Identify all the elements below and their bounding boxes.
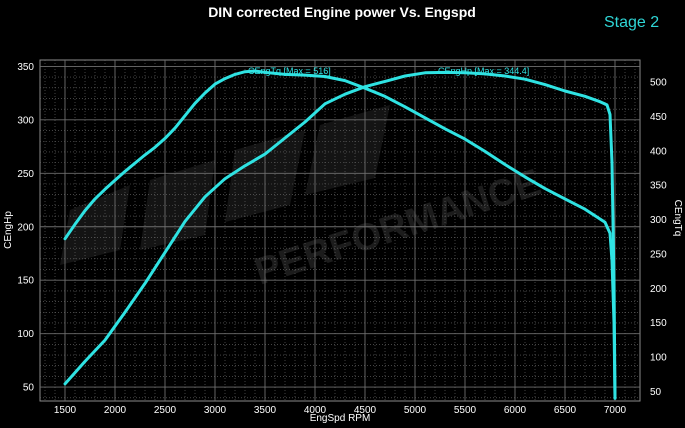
y-left-tick-label: 100 (17, 329, 34, 340)
y-left-axis-label: CEngHp (3, 211, 14, 249)
y-left-tick-label: 200 (17, 222, 34, 233)
x-tick-label: 3500 (254, 405, 277, 416)
series-line-cengtq (63, 69, 617, 400)
series (63, 69, 617, 400)
y-right-tick-label: 500 (650, 78, 667, 89)
x-tick-label: 6500 (554, 405, 577, 416)
y-left-tick-label: 150 (17, 276, 34, 287)
x-tick-label: 5500 (454, 405, 477, 416)
y-left-tick-label: 250 (17, 169, 34, 180)
x-tick-label: 6000 (504, 405, 527, 416)
y-left-tick-label: 300 (17, 115, 34, 126)
y-right-tick-label: 50 (650, 387, 662, 398)
x-tick-label: 4000 (304, 405, 327, 416)
watermark-logo: PERFORMANCE (60, 105, 546, 294)
y-right-tick-label: 200 (650, 284, 667, 295)
y-right-tick-label: 350 (650, 181, 667, 192)
y-right-axis-ticks: 50 100 150 200 250 300 350 400 450 500 (650, 78, 667, 398)
y-right-tick-label: 300 (650, 215, 667, 226)
x-tick-label: 2500 (154, 405, 177, 416)
y-left-tick-label: 350 (17, 62, 34, 73)
x-tick-label: 7000 (604, 405, 627, 416)
chart-title: DIN corrected Engine power Vs. Engspd (208, 4, 476, 20)
grid (40, 60, 640, 401)
stage-badge: Stage 2 (604, 14, 659, 31)
x-tick-label: 4500 (354, 405, 377, 416)
x-axis-label: EngSpd RPM (310, 413, 371, 424)
x-tick-label: 5000 (404, 405, 427, 416)
series-label-cenghp: CEngHp [Max = 344.4] (438, 66, 529, 76)
x-tick-label: 3000 (204, 405, 227, 416)
y-left-tick-label: 50 (23, 383, 35, 394)
y-right-axis-label: CEngTq (672, 200, 683, 237)
y-right-tick-label: 250 (650, 249, 667, 260)
y-right-tick-label: 150 (650, 318, 667, 329)
x-tick-label: 1500 (54, 405, 77, 416)
y-left-axis-ticks: 50 100 150 200 250 300 350 (17, 62, 34, 394)
x-tick-label: 2000 (104, 405, 127, 416)
series-label-cengtq: CEngTq [Max = 516] (248, 66, 331, 76)
y-right-tick-label: 400 (650, 146, 667, 157)
plot-area (39, 59, 641, 402)
y-right-tick-label: 450 (650, 112, 667, 123)
x-axis-ticks: 1500 2000 2500 3000 3500 4000 4500 5000 5500 6000… (54, 405, 627, 416)
series-line-cenghp (63, 70, 617, 400)
y-right-tick-label: 100 (650, 353, 667, 364)
